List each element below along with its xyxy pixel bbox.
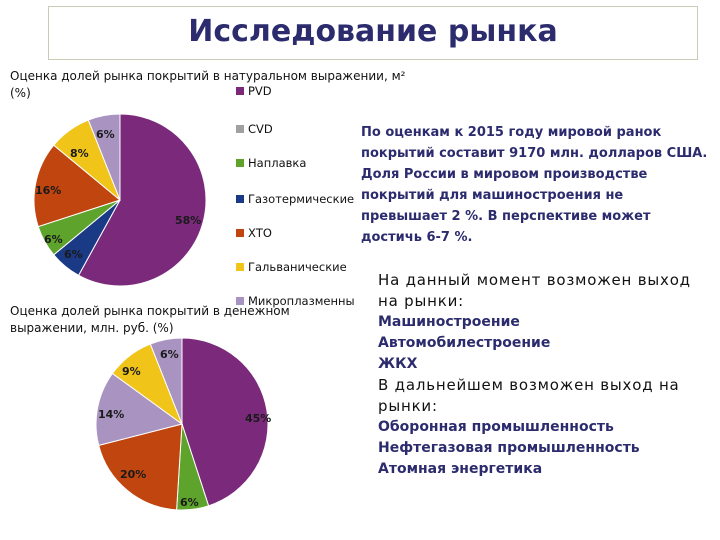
current-markets-heading: На данный момент возможен выход на рынки…: [378, 271, 691, 310]
legend-label: ХТО: [248, 226, 272, 240]
pie1-slice-0: [77, 113, 207, 287]
pie-chart-natural: 58%6%6%16%8%6%: [33, 113, 207, 287]
market-item: Автомобилестроение: [378, 335, 551, 351]
page-title: Исследование рынка: [188, 14, 558, 49]
pie2-data-label-0: 45%: [245, 412, 271, 425]
market-item: Машиностроение: [378, 314, 520, 330]
legend-item-5: Гальванические: [236, 260, 347, 274]
legend-item-2: Наплавка: [236, 156, 306, 170]
pie2-slice-6: [149, 337, 183, 425]
pie1-data-label-0: 58%: [175, 214, 201, 227]
legend-label: Гальванические: [248, 260, 347, 274]
pie1-data-label-4: 8%: [70, 147, 89, 160]
pie1-slice-5: [87, 113, 121, 201]
legend-label: CVD: [248, 122, 273, 136]
pie2-data-label-6: 6%: [160, 348, 179, 361]
market-item: ЖКХ: [378, 356, 418, 372]
pie2-data-label-5: 9%: [122, 365, 141, 378]
legend-label: Газотермические: [248, 192, 355, 206]
pie1-data-label-1: 6%: [44, 233, 63, 246]
pie1-data-label-2: 6%: [64, 248, 83, 261]
legend-swatch: [236, 159, 244, 167]
market-item: Оборонная промышленность: [378, 419, 614, 435]
legend-item-3: Газотермические: [236, 192, 354, 206]
legend-swatch: [236, 87, 244, 95]
pie2-slice-3: [98, 423, 183, 511]
market-forecast-note: По оценкам к 2015 году мировой ранок пок…: [361, 125, 708, 245]
legend-swatch: [236, 263, 244, 271]
legend-swatch: [236, 297, 244, 305]
legend-label: Микроплазменны: [248, 294, 355, 308]
pie2-data-label-4: 14%: [98, 408, 124, 421]
legend-label: PVD: [248, 84, 272, 98]
legend-swatch: [236, 125, 244, 133]
pie1-slice-3: [33, 144, 122, 228]
legend-swatch: [236, 195, 244, 203]
future-markets-heading: В дальнейшем возможен выход на рынки:: [378, 376, 680, 415]
legend-item-4: ХТО: [236, 226, 272, 240]
legend-label: Наплавка: [248, 156, 307, 170]
pie2-slice-4: [95, 372, 184, 446]
pie-chart-monetary: 45% 6% 20% 14% 9% 6%: [95, 337, 271, 511]
market-entry-info: На данный момент возможен выход на рынки…: [378, 270, 716, 480]
market-item: Нефтегазовая промышленность: [378, 440, 640, 456]
chart2-title: Оценка долей рынка покрытий в денежном в…: [10, 304, 290, 335]
chart1-title: Оценка долей рынка покрытий в натурально…: [10, 69, 406, 100]
legend-swatch: [236, 229, 244, 237]
pie1-data-label-5: 6%: [96, 128, 115, 141]
pie2-data-label-3: 20%: [120, 468, 146, 481]
pie1-data-label-3: 16%: [35, 184, 61, 197]
pie2-data-label-1: 6%: [180, 496, 199, 509]
legend-item-6: Микроплазменны: [236, 294, 355, 308]
legend-item-1: CVD: [236, 122, 273, 136]
pie2-slice-0: [181, 337, 269, 507]
legend-item-0: PVD: [236, 84, 272, 98]
title-frame: [48, 6, 698, 60]
market-item: Атомная энергетика: [378, 461, 543, 477]
